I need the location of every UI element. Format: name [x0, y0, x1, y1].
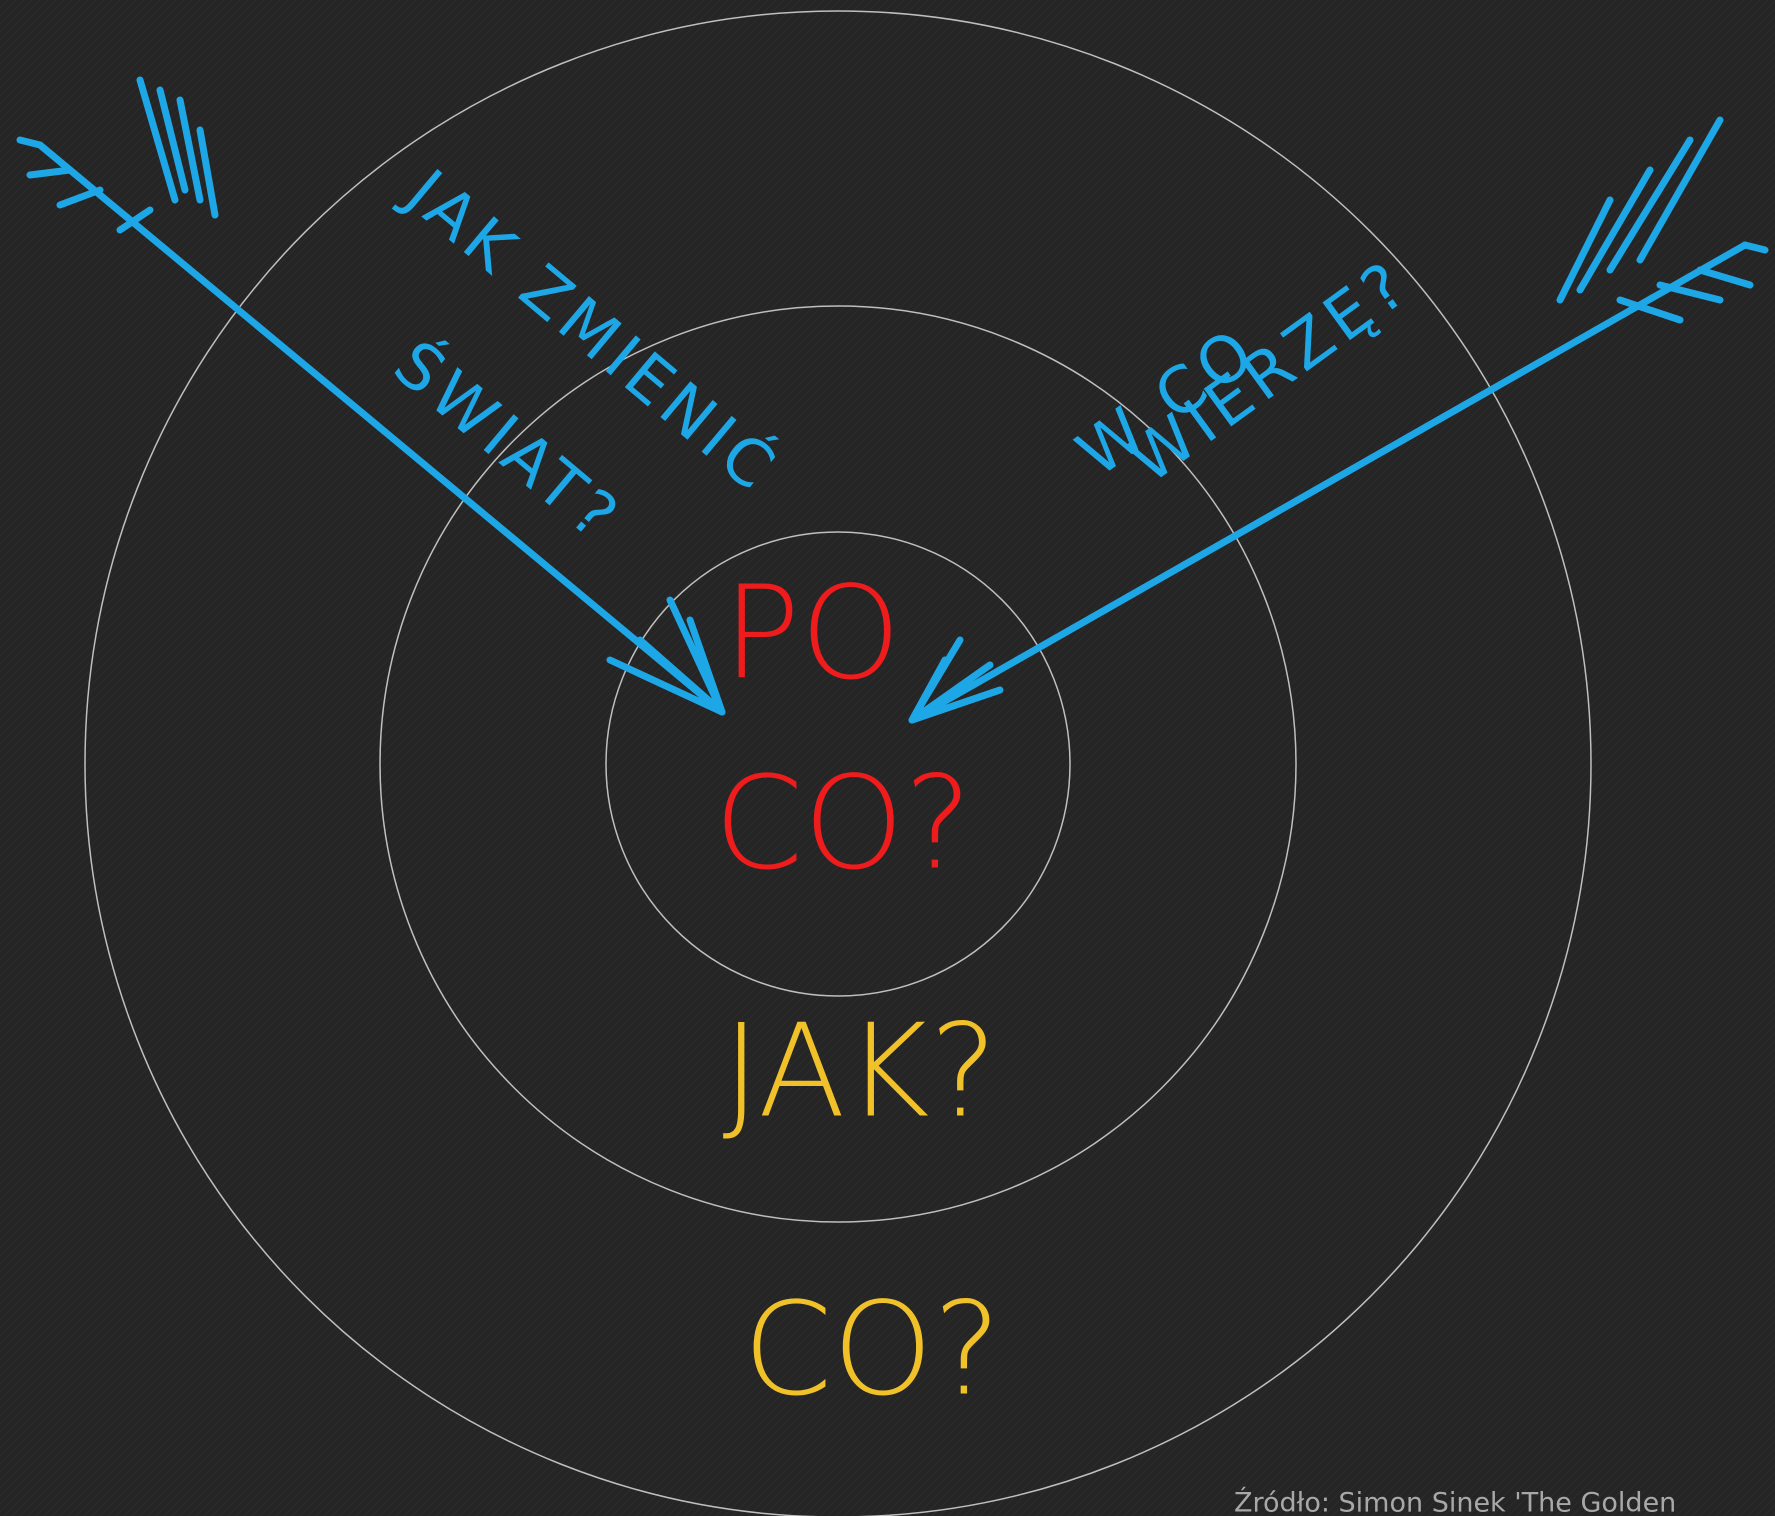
center-label: CO? — [714, 749, 972, 898]
source-note: Źródło: Simon Sinek 'The Golden — [1234, 1487, 1676, 1516]
outer-label: CO? — [743, 1275, 1001, 1424]
diagram: JAK ZMIENIĆ ŚWIAT? W CO WIERZĘ? PO CO? J… — [0, 0, 1775, 1516]
center-label: PO — [723, 559, 901, 708]
middle-label: JAK? — [723, 997, 998, 1146]
